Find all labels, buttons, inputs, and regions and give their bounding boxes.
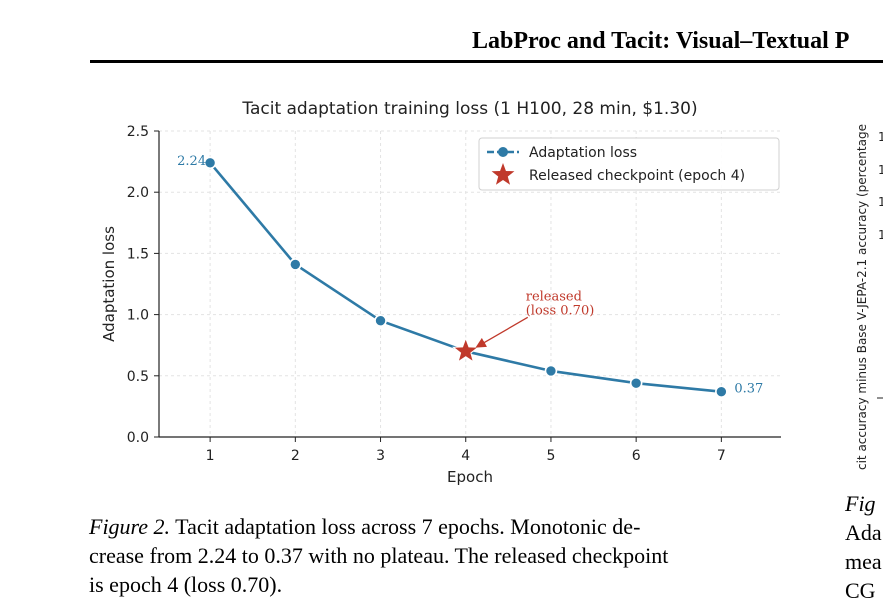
- x-tick-label: 1: [206, 448, 215, 464]
- y-tick-label: 2.5: [127, 124, 149, 140]
- legend-label-checkpoint: Released checkpoint (epoch 4): [529, 168, 745, 184]
- y-tick-label: 0.0: [127, 430, 149, 446]
- right-panel-tick: 1: [878, 228, 883, 242]
- loss-data-point: [544, 364, 558, 378]
- caption-line-2: crease from 2.24 to 0.37 with no plateau…: [89, 543, 669, 568]
- axes: [158, 131, 781, 438]
- running-header-title: LabProc and Tacit: Visual–Textual P: [472, 28, 850, 54]
- last-value-label: 0.37: [734, 382, 763, 397]
- right-panel-tick: 1: [878, 130, 883, 144]
- legend-star-swatch: [491, 163, 515, 185]
- right-caption-fragment: CG: [845, 578, 876, 603]
- header-rule: [90, 60, 883, 63]
- chart-title: Tacit adaptation training loss (1 H100, …: [241, 99, 697, 119]
- right-caption-fragment: mea: [845, 549, 882, 574]
- right-caption-fragment: Fig: [845, 491, 876, 516]
- x-tick-label: 4: [461, 448, 470, 464]
- figure-label: Figure 2.: [89, 514, 171, 539]
- loss-data-point: [289, 258, 302, 271]
- caption-line-3: is epoch 4 (loss 0.70).: [89, 572, 283, 597]
- x-tick-label: 3: [376, 448, 385, 464]
- legend: Adaptation loss Released checkpoint (epoc…: [478, 137, 780, 191]
- loss-data-point: [374, 314, 387, 328]
- loss-data-point: [629, 376, 643, 390]
- caption-text-1: Tacit adaptation loss across 7 epochs. M…: [170, 514, 641, 539]
- annotation-layer: 2.24 0.37 released(loss 0.70): [177, 154, 763, 397]
- released-checkpoint-star: [452, 336, 480, 364]
- y-axis-label: Adaptation loss: [100, 226, 118, 342]
- right-caption-fragment: Ada: [845, 520, 882, 545]
- x-tick-label: 6: [632, 448, 641, 464]
- loss-data-point: [715, 385, 728, 399]
- figure-caption: Figure 2. Tacit adaptation loss across 7…: [89, 512, 799, 599]
- loss-data-point: [203, 156, 217, 170]
- series-layer: [203, 156, 728, 399]
- checkpoint-annotation-line-2: (loss 0.70): [526, 303, 595, 318]
- x-tick-label: 2: [291, 448, 300, 464]
- y-tick-label: 1.0: [127, 308, 149, 324]
- checkpoint-arrow: [475, 316, 529, 348]
- caption-line-1: Figure 2. Tacit adaptation loss across 7…: [89, 512, 799, 541]
- right-panel-tick: 1: [878, 163, 883, 177]
- x-tick-label: 7: [717, 448, 726, 464]
- loss-line-chart: 1 2 3 4 5 6 7 0.0 0.5 1.0 1.5 2.0 2.5 2.24 0.37 releas…: [100, 99, 883, 486]
- y-tick-label: 0.5: [127, 369, 149, 385]
- y-tick-label: 2.0: [127, 185, 149, 201]
- right-panel-tick: 1: [878, 195, 883, 209]
- y-tick-label: 1.5: [127, 246, 149, 262]
- right-panel-y-axis-label: cit accuracy minus Base V-JEPA-2.1 accur…: [855, 124, 869, 470]
- legend-label-loss: Adaptation loss: [529, 145, 637, 161]
- x-axis-label: Epoch: [447, 468, 493, 486]
- checkpoint-annotation-line-1: released: [526, 289, 582, 304]
- legend-marker-swatch: [498, 147, 508, 157]
- first-value-label: 2.24: [177, 154, 206, 169]
- legend-box: [478, 137, 780, 191]
- tick-labels: 1 2 3 4 5 6 7 0.0 0.5 1.0 1.5 2.0 2.5: [127, 124, 726, 464]
- x-tick-label: 5: [546, 448, 555, 464]
